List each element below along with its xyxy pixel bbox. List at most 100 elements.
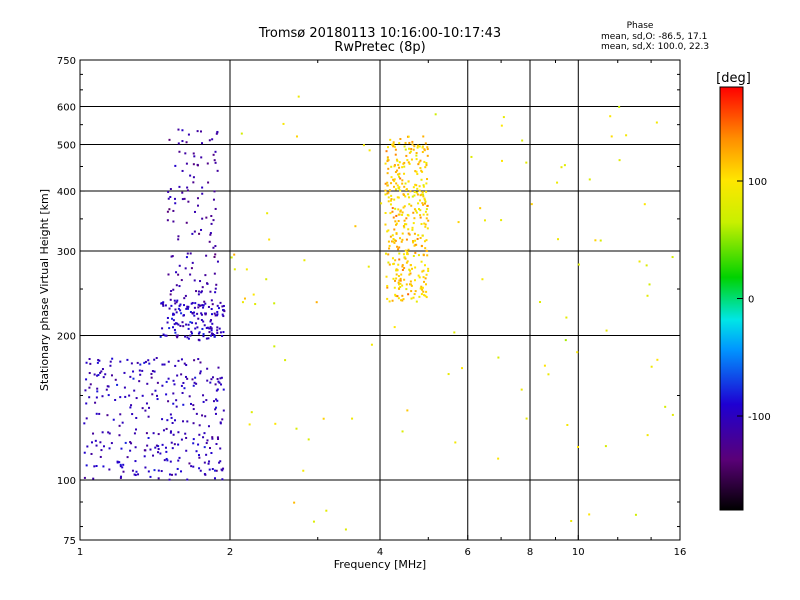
data-point: [426, 227, 429, 230]
data-point: [395, 268, 398, 271]
data-point: [174, 302, 177, 305]
data-point: [169, 430, 172, 433]
data-point: [146, 382, 149, 385]
data-point: [302, 469, 305, 472]
data-point: [650, 365, 653, 368]
y-tick-label: 300: [57, 247, 76, 258]
data-point: [172, 433, 175, 436]
data-point: [401, 265, 404, 268]
data-point: [119, 476, 122, 479]
data-point: [406, 159, 409, 162]
data-point: [189, 334, 192, 337]
data-point: [138, 380, 141, 383]
data-point: [380, 202, 383, 205]
data-point: [184, 335, 187, 338]
data-point: [216, 329, 219, 332]
data-point: [219, 331, 222, 334]
data-point: [204, 415, 207, 418]
data-point: [86, 445, 89, 448]
data-point: [395, 269, 398, 272]
data-point: [395, 273, 398, 276]
data-point: [168, 478, 171, 481]
data-point: [397, 283, 400, 286]
data-point: [201, 192, 204, 195]
data-point: [198, 424, 201, 427]
data-point: [220, 468, 223, 471]
data-point: [401, 213, 404, 216]
data-point: [134, 446, 137, 449]
colorbar-tick-label: -100: [748, 412, 771, 423]
data-point: [394, 279, 397, 282]
data-point: [408, 233, 411, 236]
data-point: [419, 214, 422, 217]
data-point: [85, 417, 88, 420]
data-point: [191, 232, 194, 235]
data-point: [175, 405, 178, 408]
data-point: [315, 301, 318, 304]
data-point: [185, 221, 188, 224]
data-point: [183, 197, 186, 200]
data-point: [156, 381, 159, 384]
data-point: [177, 459, 180, 462]
data-point: [129, 375, 132, 378]
data-point: [154, 389, 157, 392]
data-point: [196, 204, 199, 207]
data-point: [413, 191, 416, 194]
data-point: [268, 238, 271, 241]
data-point: [399, 286, 402, 289]
data-point: [169, 293, 172, 296]
data-point: [126, 358, 129, 361]
data-point: [419, 209, 422, 212]
data-point: [210, 327, 213, 330]
data-point: [393, 241, 396, 244]
data-point: [195, 382, 198, 385]
data-point: [178, 456, 181, 459]
data-point: [415, 154, 418, 157]
data-point: [388, 263, 391, 266]
data-point: [398, 287, 401, 290]
data-point: [162, 304, 165, 307]
data-point: [141, 369, 144, 372]
data-point: [213, 190, 216, 193]
data-point: [173, 443, 176, 446]
data-point: [183, 362, 186, 365]
data-point: [212, 219, 215, 222]
data-point: [175, 311, 178, 314]
data-point: [193, 155, 196, 158]
colorbar-label: [deg]: [716, 71, 751, 86]
data-point: [168, 307, 171, 310]
data-point: [303, 259, 306, 262]
data-point: [411, 226, 414, 229]
data-point: [187, 323, 190, 326]
data-point: [203, 432, 206, 435]
data-point: [212, 246, 215, 249]
data-point: [85, 361, 88, 364]
data-point: [415, 184, 418, 187]
data-point: [390, 165, 393, 168]
data-point: [119, 396, 122, 399]
data-point: [203, 324, 206, 327]
data-point: [200, 228, 203, 231]
data-point: [124, 395, 127, 398]
data-point: [173, 197, 176, 200]
data-point: [222, 467, 225, 470]
data-point: [215, 469, 218, 472]
data-point: [180, 312, 183, 315]
data-point: [83, 422, 86, 425]
data-point: [213, 477, 216, 480]
data-point: [108, 468, 111, 471]
data-point: [210, 215, 213, 218]
data-point: [208, 139, 211, 142]
x-tick-label: 2: [227, 547, 233, 558]
data-point: [159, 452, 162, 455]
data-point: [157, 448, 160, 451]
data-point: [392, 141, 395, 144]
data-point: [213, 335, 216, 338]
data-point: [189, 321, 192, 324]
data-point: [414, 239, 417, 242]
data-point: [169, 195, 172, 198]
data-point: [211, 303, 214, 306]
data-point: [177, 238, 180, 241]
data-point: [216, 260, 219, 263]
data-point: [166, 419, 169, 422]
